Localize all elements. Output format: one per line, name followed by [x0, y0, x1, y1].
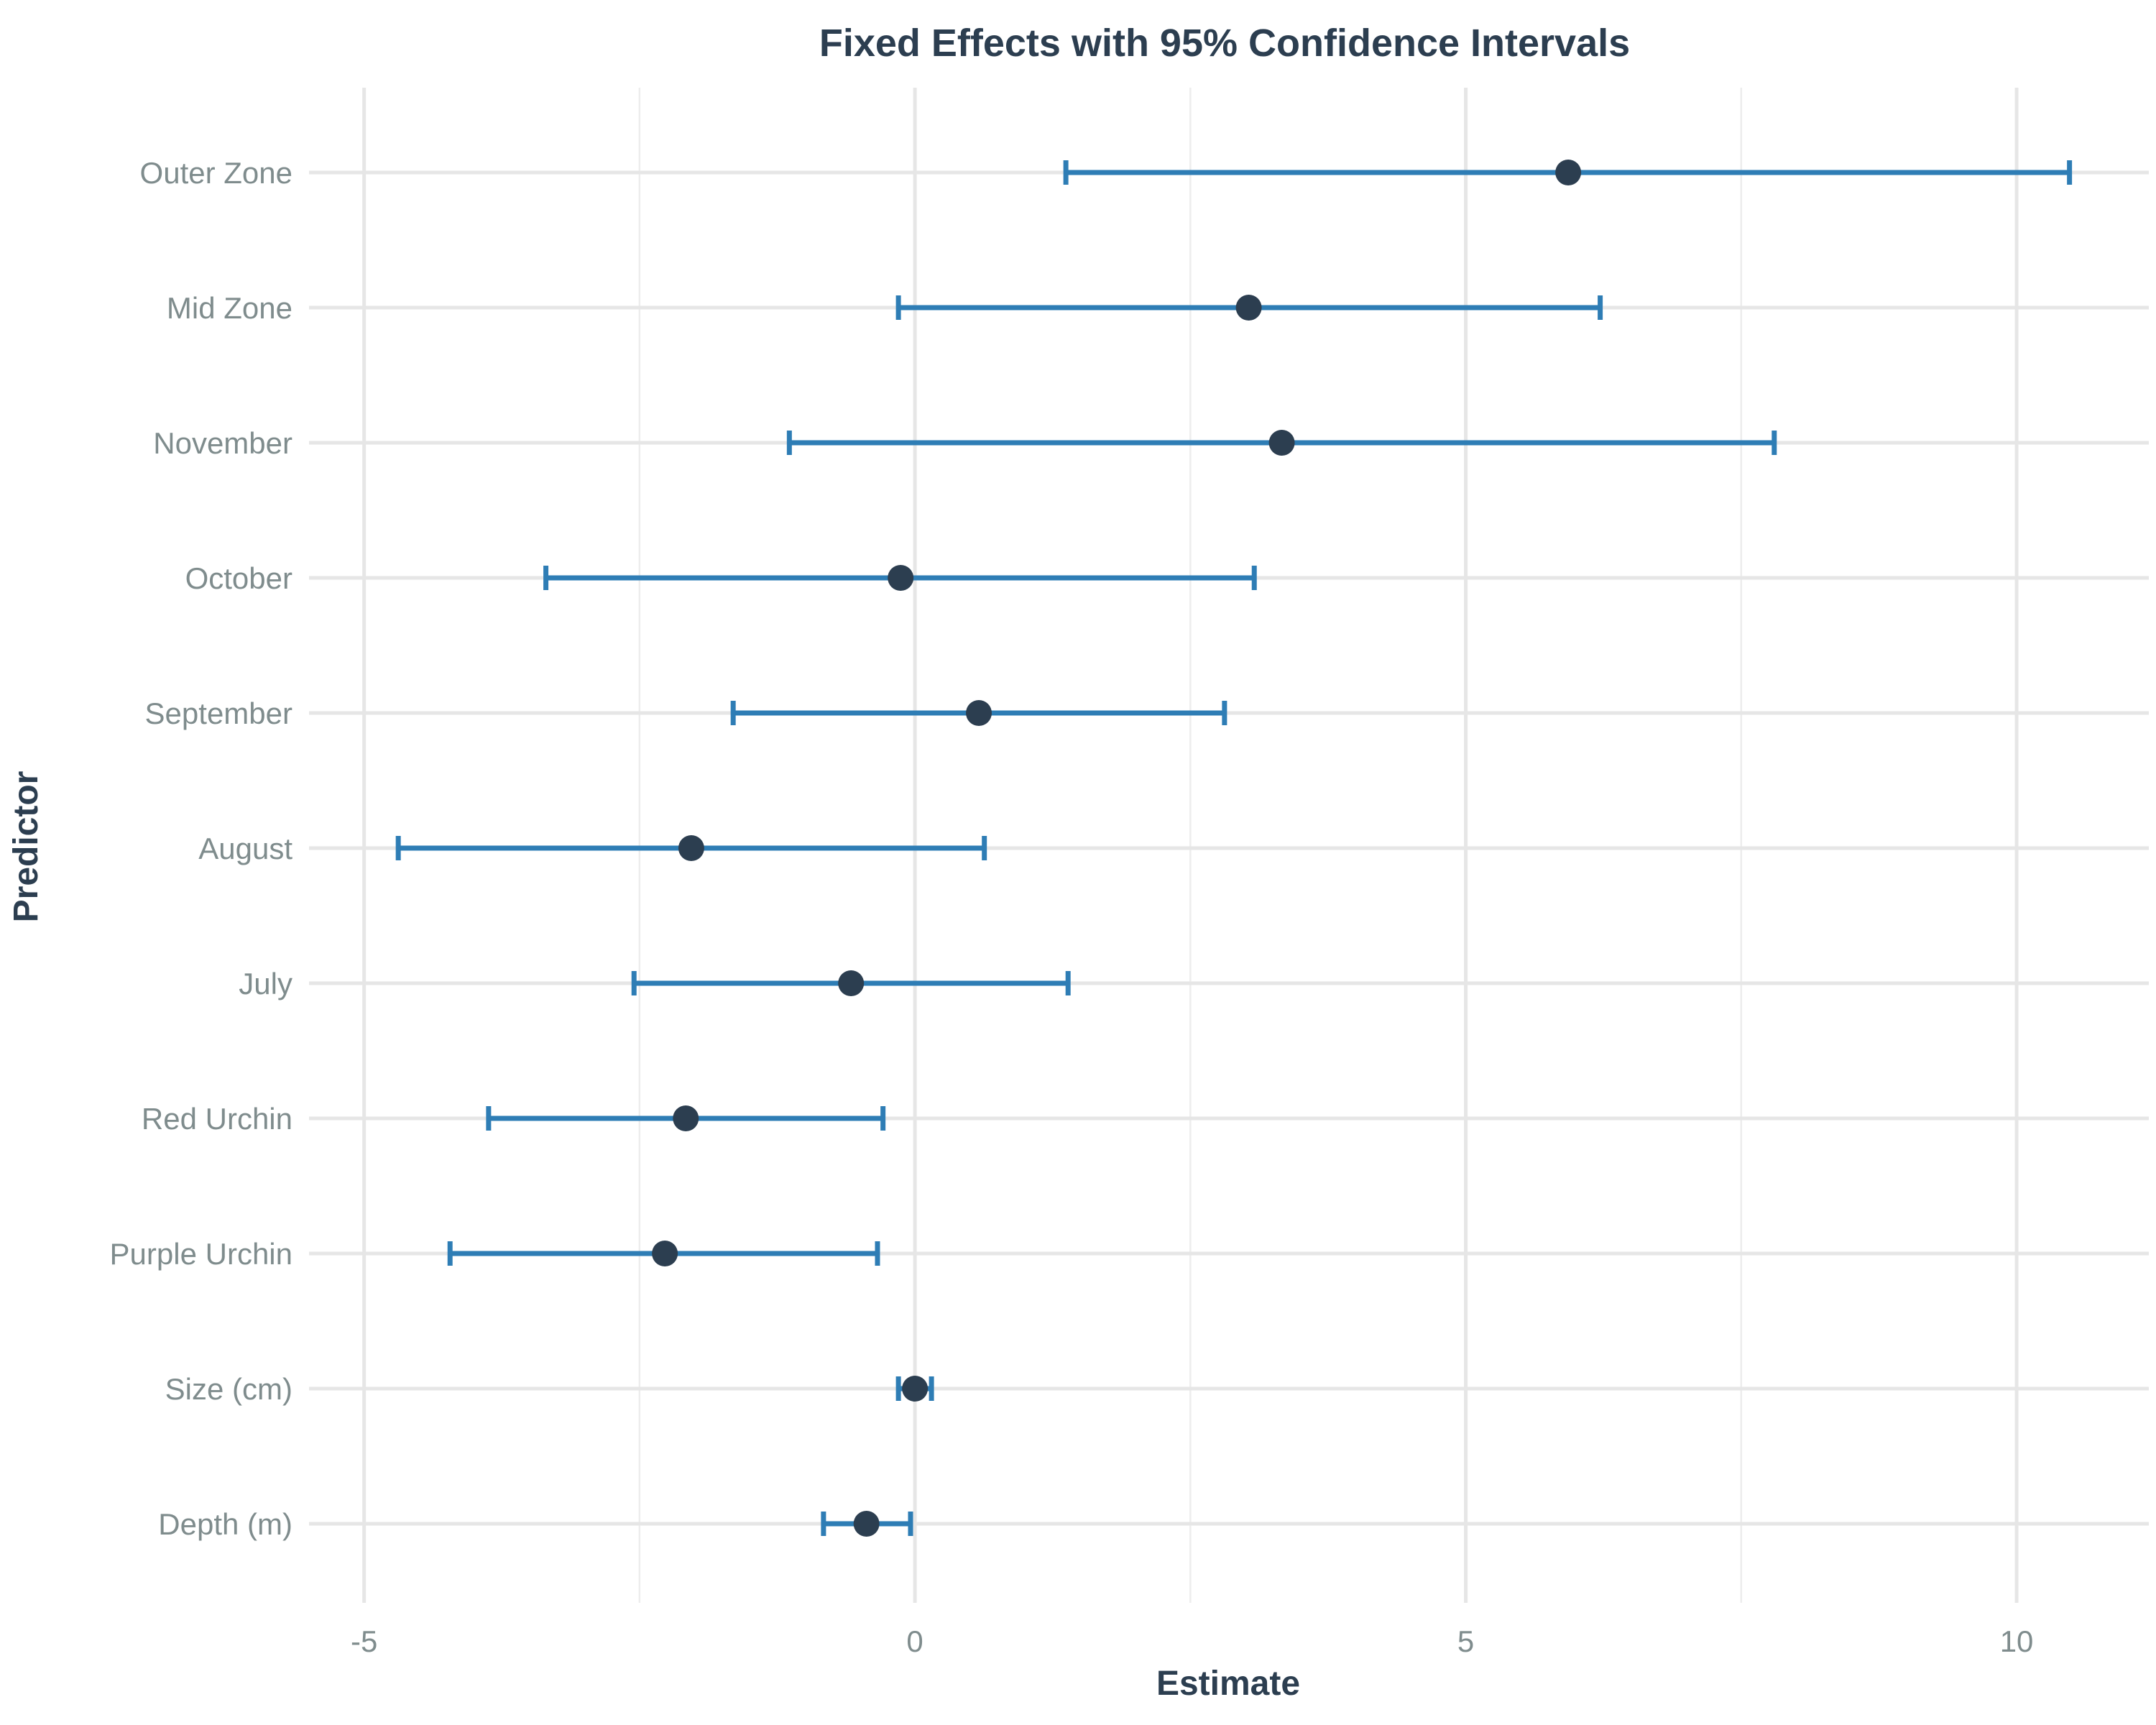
y-axis-title: Predictor [7, 771, 45, 923]
y-tick-label: Depth (m) [158, 1507, 292, 1541]
estimate-point [1268, 430, 1295, 456]
y-tick-labels: Outer Zone Mid Zone November October Septemb… [110, 156, 293, 1541]
estimate-point [673, 1105, 699, 1131]
predictor-mark [486, 1105, 886, 1131]
predictor-mark [786, 430, 1777, 456]
predictor-mark [821, 1511, 913, 1537]
predictor-mark [543, 565, 1257, 591]
x-tick-label: 10 [2000, 1624, 2034, 1658]
y-tick-label: Outer Zone [140, 156, 292, 190]
predictor-mark [895, 1376, 934, 1402]
x-tick-label: 5 [1457, 1624, 1474, 1658]
estimate-point [1555, 160, 1582, 185]
estimate-point [966, 700, 992, 726]
estimate-point [888, 565, 914, 591]
y-tick-label: Size (cm) [165, 1372, 292, 1406]
x-tick-label: -5 [351, 1624, 377, 1658]
estimate-point [838, 970, 865, 996]
y-tick-label: November [153, 426, 292, 460]
y-tick-label: Mid Zone [167, 291, 292, 325]
estimate-point [652, 1241, 678, 1266]
y-tick-label: September [145, 696, 292, 730]
y-tick-label: Red Urchin [142, 1102, 292, 1136]
estimate-point [678, 835, 704, 861]
predictor-mark [730, 700, 1227, 726]
y-tick-label: Purple Urchin [110, 1237, 292, 1271]
predictor-mark [395, 835, 987, 861]
predictor-mark [447, 1241, 880, 1266]
estimate-point [853, 1511, 880, 1537]
y-tick-label: August [198, 832, 292, 865]
x-axis-title: Estimate [1156, 1665, 1300, 1703]
x-tick-label: 0 [906, 1624, 923, 1658]
estimate-point [1235, 295, 1262, 321]
estimate-series [395, 160, 2073, 1537]
predictor-mark [895, 295, 1603, 321]
chart-title: Fixed Effects with 95% Confidence Interv… [819, 22, 1630, 65]
predictor-mark [1063, 160, 2073, 185]
estimate-point [902, 1376, 929, 1402]
y-tick-label: July [239, 967, 292, 1000]
predictor-mark [631, 970, 1071, 996]
gridlines [309, 88, 2149, 1603]
x-tick-labels: -5 0 5 10 [351, 1624, 2033, 1658]
y-tick-label: October [185, 561, 292, 595]
